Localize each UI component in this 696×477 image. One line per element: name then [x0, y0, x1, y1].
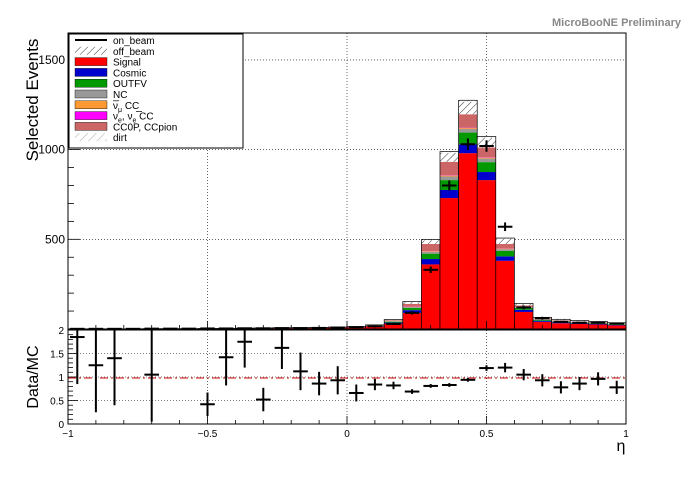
x-axis-label: η [617, 438, 626, 455]
legend-swatch-fill [75, 68, 107, 76]
lower-y-tick-label: 1.5 [50, 350, 64, 361]
bar-segment [459, 129, 478, 133]
bar-segment [421, 240, 440, 244]
bar-segment [533, 321, 552, 322]
bar-segment [440, 176, 459, 177]
x-tick-label: −1 [62, 429, 74, 440]
lower-y-tick-label: 0.5 [50, 397, 64, 408]
bar-segment [552, 323, 571, 329]
legend-swatch-fill [75, 112, 107, 120]
lower-y-label: Data/MC [25, 345, 42, 408]
bar-segment [384, 322, 403, 323]
bar-segment [384, 320, 403, 321]
legend-swatch-hatch [75, 133, 107, 141]
legend-swatch-fill [75, 79, 107, 87]
bar-segment [533, 320, 552, 321]
upper-y-tick-label: 500 [45, 232, 65, 246]
bar-segment [570, 324, 589, 329]
legend-label: Signal [113, 58, 141, 69]
bar-segment [496, 239, 515, 244]
upper-y-tick-label: 1500 [38, 53, 65, 67]
bar-segment [589, 324, 608, 325]
bar-segment [496, 249, 515, 250]
bar-segment [514, 312, 533, 329]
preliminary-label: MicroBooNE Preliminary [552, 17, 682, 29]
bar-segment [440, 190, 459, 198]
bar-segment [459, 153, 478, 329]
bar-segment [496, 251, 515, 256]
legend-swatch-fill [75, 90, 107, 98]
legend-swatch-hatch [75, 47, 107, 55]
bar-segment [403, 308, 422, 310]
bar-segment [421, 259, 440, 264]
legend-label: OUTFV [113, 79, 147, 90]
bar-segment [496, 256, 515, 260]
legend-swatch-fill [75, 122, 107, 130]
bar-segment [477, 180, 496, 329]
bar-segment [421, 254, 440, 259]
legend-label: dirt [113, 133, 127, 144]
legend-label: CC0P, CCpion [113, 122, 177, 133]
bar-segment [421, 252, 440, 254]
legend-swatch-fill [75, 58, 107, 66]
bar-segment [459, 114, 478, 127]
legend-label: on_beam [113, 36, 155, 47]
bar-segment [459, 102, 478, 115]
x-tick-label: 0.5 [480, 429, 494, 440]
bar-segment [514, 310, 533, 312]
bar-segment [514, 304, 533, 306]
legend-label: NC [113, 90, 127, 101]
bar-segment [421, 251, 440, 252]
bar-segment [477, 158, 496, 159]
x-tick-label: 0 [344, 429, 350, 440]
bar-segment [440, 177, 459, 181]
bar-segment [421, 264, 440, 329]
upper-y-tick-label: 1000 [38, 143, 65, 157]
bar-segment [459, 128, 478, 129]
bar-segment [496, 249, 515, 251]
bar-segment [403, 304, 422, 307]
bar-segment [607, 325, 626, 329]
bar-segment [440, 162, 459, 175]
bar-segment [607, 325, 626, 326]
legend-label: Cosmic [113, 68, 146, 79]
bar-segment [477, 162, 496, 172]
lower-y-tick-label: 2 [58, 326, 64, 337]
bar-segment [403, 307, 422, 308]
x-tick-label: −0.5 [198, 429, 218, 440]
bar-segment [440, 153, 459, 162]
bar-segment [403, 302, 422, 304]
legend-swatch-fill [75, 101, 107, 109]
bar-segment [496, 261, 515, 329]
lower-y-tick-label: 1 [58, 373, 64, 384]
bar-segment [477, 159, 496, 163]
bar-segment [403, 313, 422, 329]
bar-segment [421, 244, 440, 251]
bar-segment [496, 244, 515, 248]
legend-label: off_beam [113, 47, 155, 58]
bar-segment [477, 172, 496, 180]
upper-y-label: Selected Events [23, 39, 42, 162]
bar-segment [440, 198, 459, 329]
